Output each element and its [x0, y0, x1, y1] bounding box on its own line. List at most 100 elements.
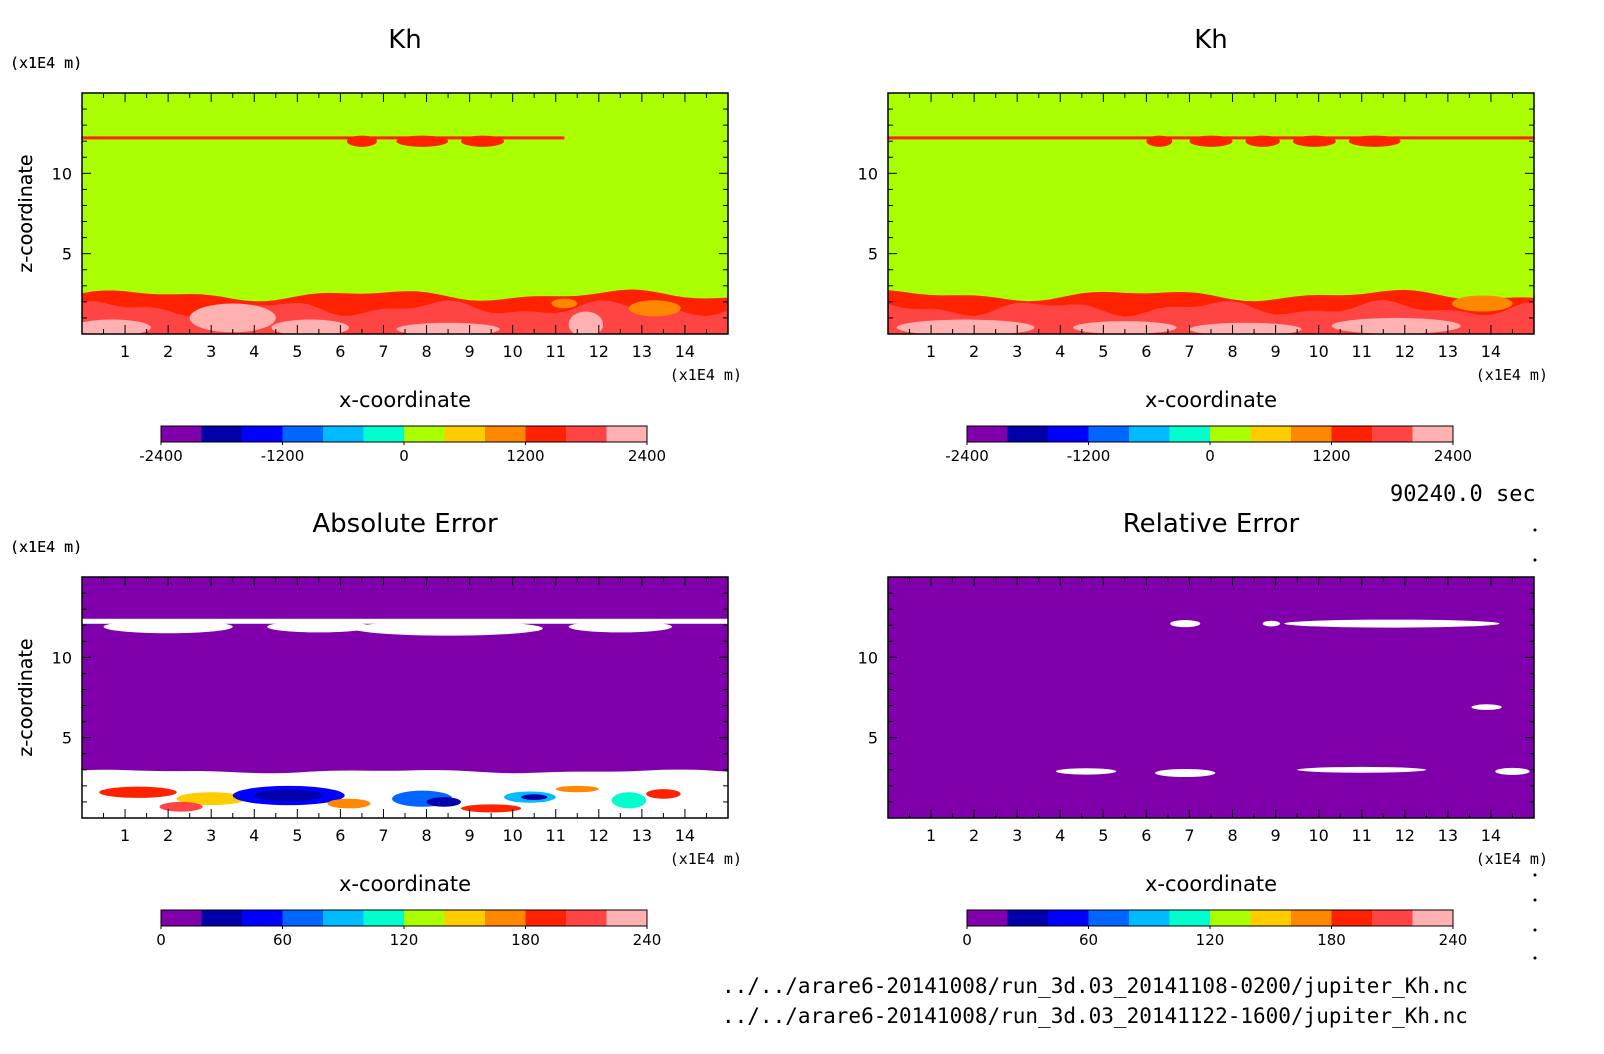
field-background [888, 577, 1534, 818]
x-tick-label: 9 [1271, 342, 1281, 361]
x-tick-label: 14 [1481, 826, 1501, 845]
file-path-1: ../../arare6-20141008/run_3d.03_20141108… [722, 974, 1468, 998]
field-layer [888, 577, 1534, 818]
upper-layer-eddy [396, 135, 449, 147]
upper-layer-eddy [460, 135, 505, 147]
colorbar-label: -1200 [261, 447, 305, 465]
field-layer [888, 93, 1534, 334]
colorbar-swatch [1007, 910, 1049, 926]
y-axis-label: z-coordinate [15, 638, 37, 756]
x-tick-label: 9 [465, 826, 475, 845]
colorbar-swatch [363, 426, 405, 442]
colorbar-swatch [363, 910, 405, 926]
y-tick-label: 10 [858, 164, 878, 183]
x-tick-label: 5 [1098, 342, 1108, 361]
lower-layer-pink [896, 319, 1035, 334]
lower-layer-pink [396, 322, 500, 334]
x-tick-label: 11 [546, 342, 566, 361]
x-tick-label: 12 [1395, 342, 1415, 361]
x-tick-label: 3 [206, 826, 216, 845]
upper-layer-eddy [346, 135, 378, 147]
colorbar-swatch [1169, 910, 1211, 926]
lower-layer-orange [551, 298, 578, 309]
colorbar-swatch [1412, 910, 1454, 926]
panel-title: Kh [1194, 25, 1228, 55]
colorbar-label: 60 [1079, 931, 1098, 949]
y-tick-label: 5 [62, 245, 72, 264]
x-tick-label: 3 [1012, 342, 1022, 361]
error-eddy [254, 789, 324, 802]
colorbar-swatch [967, 910, 1008, 926]
error-eddy [176, 792, 246, 806]
colorbar-swatch [1372, 910, 1413, 926]
error-eddy [646, 789, 681, 799]
field-layer [82, 577, 728, 818]
colorbar-swatch [404, 910, 445, 926]
x-tick-label: 1 [120, 826, 130, 845]
x-tick-label: 2 [969, 342, 979, 361]
colorbar-swatch [404, 426, 445, 442]
colorbar-label: 120 [1196, 931, 1225, 949]
upper-layer-eddy [1189, 135, 1233, 147]
x-tick-label: 13 [632, 826, 652, 845]
colorbar-swatch [1088, 910, 1130, 926]
x-axis-unit: (x1E4 m) [1476, 850, 1548, 868]
plot-panel [887, 92, 1535, 445]
x-tick-label: 4 [249, 342, 259, 361]
upper-layer-eddy [1245, 135, 1280, 147]
y-tick-label: 10 [52, 164, 72, 183]
x-tick-label: 7 [378, 342, 388, 361]
x-tick-label: 13 [1438, 342, 1458, 361]
colorbar-swatch [242, 426, 283, 442]
colorbar-swatch [444, 426, 486, 442]
margin-dot [1533, 898, 1537, 902]
margin-dot [1533, 558, 1537, 562]
x-tick-label: 2 [163, 342, 173, 361]
margin-dot [1533, 528, 1537, 532]
y-axis-label: z-coordinate [15, 154, 37, 272]
upper-layer-eddy [1146, 135, 1173, 147]
colorbar-swatch [201, 426, 243, 442]
colorbar-label: 0 [156, 931, 166, 949]
x-axis-label: x-coordinate [1145, 388, 1277, 412]
y-tick-label: 5 [62, 729, 72, 748]
colorbar-swatch [1129, 426, 1170, 442]
x-tick-label: 2 [969, 826, 979, 845]
x-axis-unit: (x1E4 m) [1476, 366, 1548, 384]
x-tick-label: 9 [465, 342, 475, 361]
colorbar-swatch [606, 910, 648, 926]
colorbar-swatch [1291, 910, 1332, 926]
x-tick-label: 3 [1012, 826, 1022, 845]
x-tick-label: 12 [589, 342, 609, 361]
relative-error-patch [1262, 620, 1280, 627]
colorbar-label: 60 [273, 931, 292, 949]
colorbar-swatch [1048, 426, 1089, 442]
colorbar-swatch [606, 426, 648, 442]
colorbar-swatch [525, 426, 567, 442]
x-tick-label: 7 [378, 826, 388, 845]
x-tick-label: 3 [206, 342, 216, 361]
x-axis-unit: (x1E4 m) [670, 850, 742, 868]
colorbar-swatch [485, 426, 526, 442]
x-tick-label: 4 [1055, 826, 1065, 845]
colorbar-label: 0 [962, 931, 972, 949]
error-eddy [611, 792, 647, 809]
x-tick-label: 1 [926, 342, 936, 361]
lower-layer-pink [1331, 317, 1461, 334]
margin-dot [1533, 956, 1537, 960]
y-axis-unit: (x1E4 m) [10, 538, 82, 556]
x-tick-label: 6 [1141, 342, 1151, 361]
colorbar-label: 180 [1317, 931, 1346, 949]
lower-layer-pink [82, 319, 151, 334]
error-eddy [460, 804, 522, 813]
field-layer [82, 93, 728, 334]
timestamp: 90240.0 sec [1390, 482, 1536, 507]
lower-layer-pink [189, 303, 276, 333]
colorbar-swatch [1250, 910, 1292, 926]
error-eddy [521, 794, 548, 801]
x-tick-label: 5 [1098, 826, 1108, 845]
colorbar-swatch [444, 910, 486, 926]
x-tick-label: 9 [1271, 826, 1281, 845]
colorbar-swatch [161, 910, 202, 926]
